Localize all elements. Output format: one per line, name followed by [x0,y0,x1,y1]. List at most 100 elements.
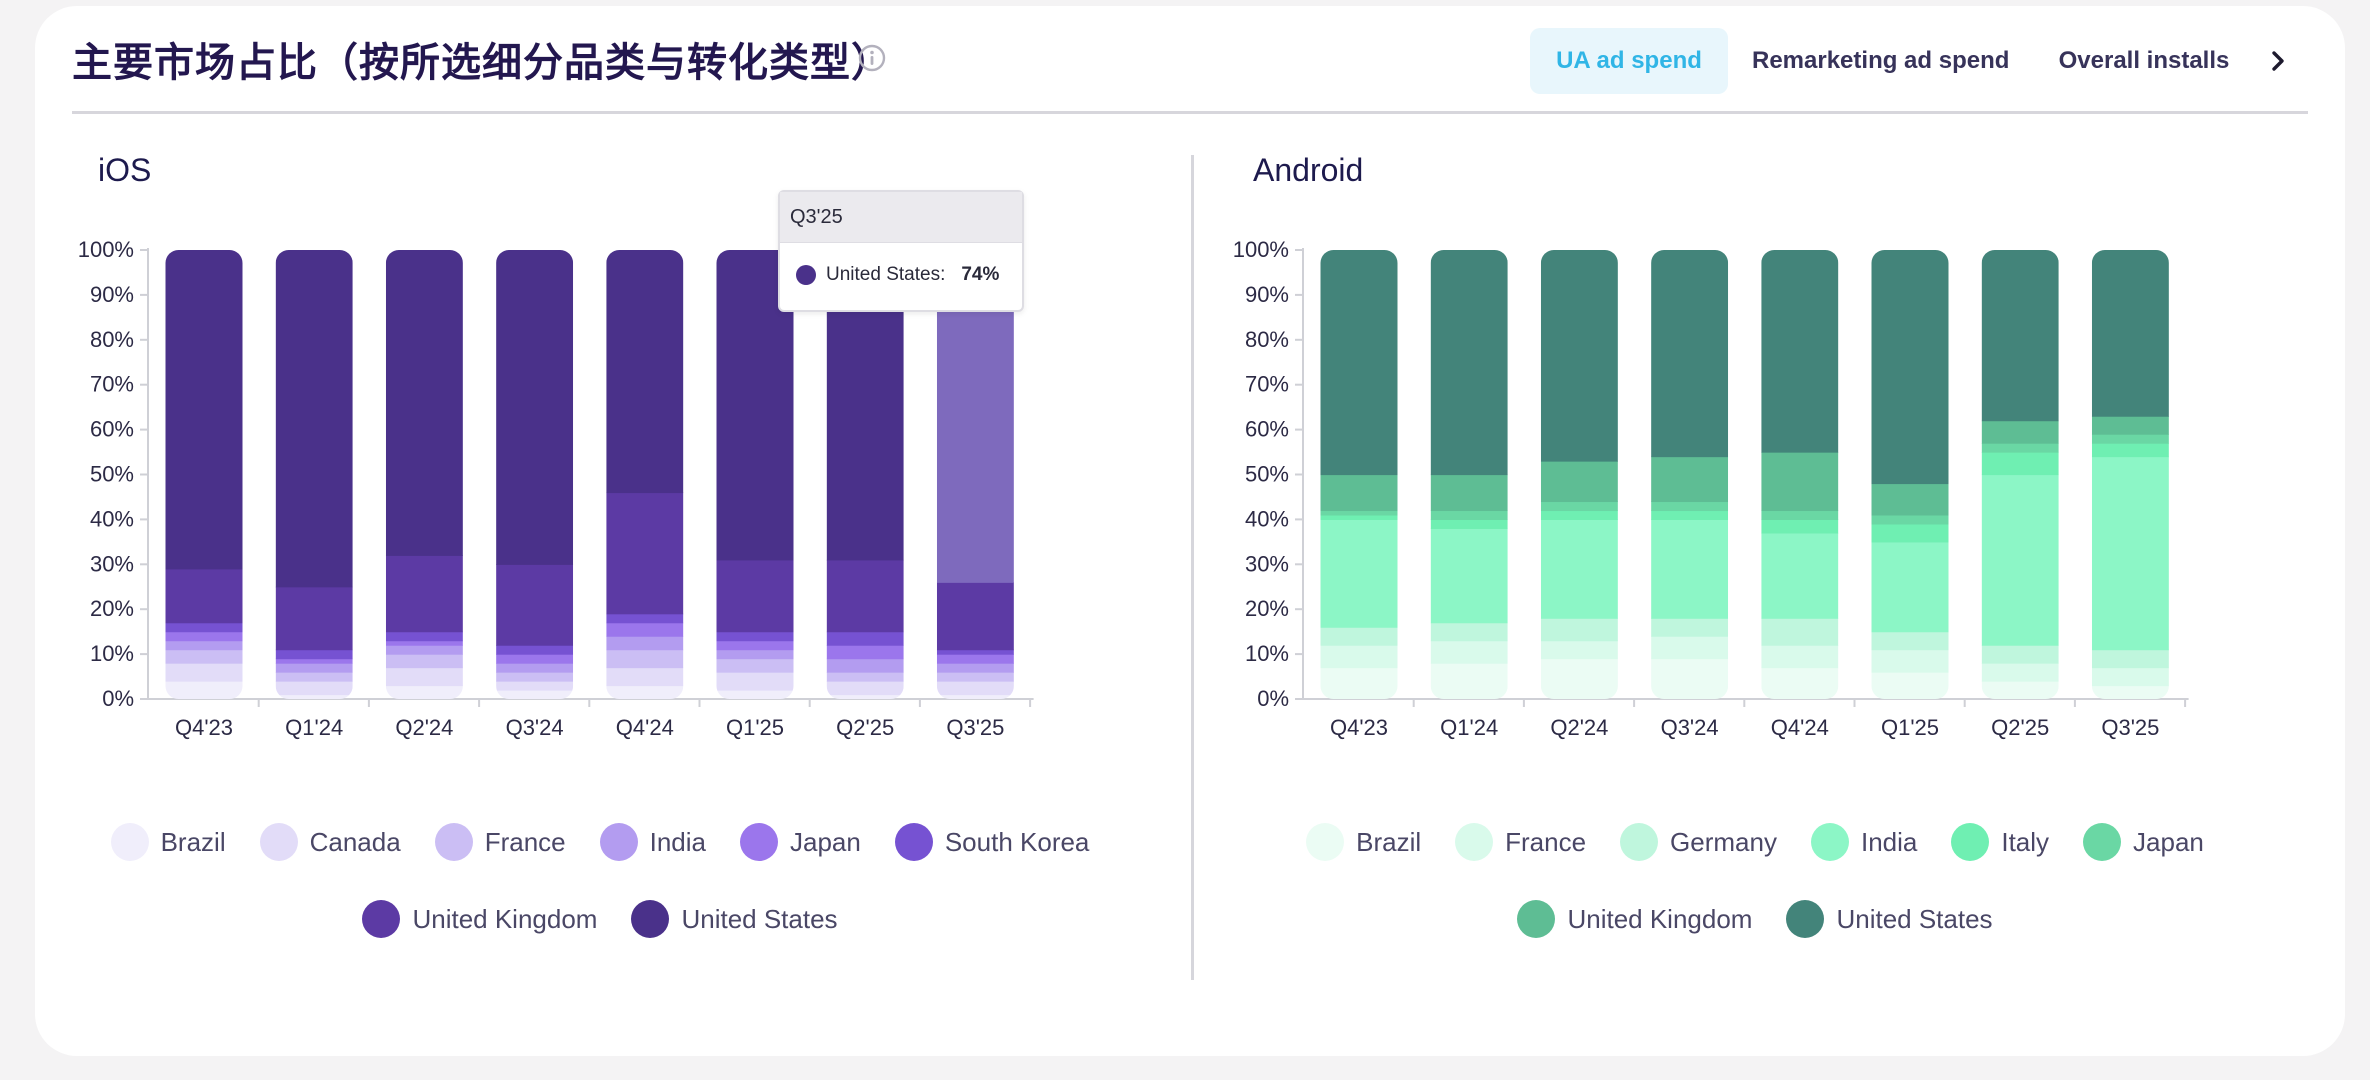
tab-remarketing-ad-spend[interactable]: Remarketing ad spend [1752,47,2010,74]
legend-item-france[interactable]: France [1455,823,1586,861]
legend-item-united-states[interactable]: United States [1786,900,1993,938]
header-divider [72,111,2308,114]
bar-segment-canada [385,667,463,687]
bar-segment-japan [716,640,794,651]
bar-segment-japan [165,631,243,642]
legend-item-italy[interactable]: Italy [1951,823,2049,861]
x-tick-label: Q2'24 [1550,715,1608,740]
bar-segment-united-kingdom [1981,420,2059,444]
bar-stack [275,250,353,699]
legend-swatch [894,823,933,861]
x-tick-label: Q4'24 [616,715,674,740]
bar-segment-japan [826,645,904,660]
legend-item-united-kingdom[interactable]: United Kingdom [1517,900,1752,938]
legend-label: United Kingdom [1567,903,1753,934]
legend-item-france[interactable]: France [434,823,566,861]
panel-divider [1191,155,1194,980]
bar-segment-japan [1981,443,2059,453]
tooltip-period: Q3'25 [780,192,1022,243]
y-tick-label: 100% [1233,237,1289,262]
bar-segment-south-korea [165,622,243,633]
bar-segment-india [385,645,463,655]
bar-segment-brazil [1430,663,1508,699]
bar-segment-united-kingdom [1761,452,1839,512]
bar-stack [936,250,1014,699]
x-tick-label: Q1'24 [285,715,343,740]
x-tick-label: Q4'23 [1330,715,1388,740]
bar-segment-france [1540,640,1618,660]
bar-segment-france [1871,649,1949,673]
legend-item-germany[interactable]: Germany [1620,823,1777,861]
chevron-right-icon[interactable] [2266,46,2292,76]
legend-item-united-kingdom[interactable]: United Kingdom [362,900,597,938]
bar-segment-brazil [1871,672,1949,699]
bar-segment-united-kingdom [716,559,794,633]
tooltip-value: 74% [961,264,1000,285]
legend-swatch [1786,900,1825,938]
bar-segment-france [1320,645,1398,669]
legend-swatch [1517,900,1556,938]
bar-segment-canada [826,681,904,696]
tooltip-body: United States: 74% [780,243,1022,307]
bar-segment-united-kingdom [1871,483,1949,516]
bar-segment-brazil [1320,667,1398,699]
legend-swatch [1951,823,1990,861]
bar-segment-united-states [1320,250,1398,476]
y-tick-label: 50% [1245,462,1289,487]
bar-segment-south-korea [716,631,794,642]
bar-segment-india [716,649,794,660]
tab-overall-installs[interactable]: Overall installs [2058,47,2230,74]
bar-segment-united-kingdom [275,586,353,651]
bar-segment-france [385,654,463,669]
legend-label: India [1860,826,1918,857]
legend-item-india[interactable]: India [1810,823,1918,861]
x-tick-label: Q3'25 [2101,715,2159,740]
info-icon[interactable] [858,44,886,72]
bar-segment-india [1540,519,1618,619]
y-tick-label: 70% [1245,372,1289,397]
legend-swatch [2083,823,2122,861]
bar-segment-united-kingdom [1320,474,1398,512]
legend-label: Canada [309,826,401,857]
bar-segment-france [936,672,1014,682]
bar-segment-united-kingdom [385,555,463,633]
x-tick-label: Q4'24 [1771,715,1829,740]
bar-segment-brazil [1761,667,1839,699]
bar-segment-germany [1651,618,1729,637]
android-stacked-bar-chart: 0% 10% 20% 30% 40% 50% 60% 70% 80% 90% 100% Q4'23 Q1… [1233,237,2189,740]
bar-segment-india [1651,519,1729,619]
legend-label: India [649,826,706,857]
bar-segment-france [165,649,243,664]
bar-segment-canada [936,681,1014,696]
bar-stack [1871,250,1949,699]
bar-segment-india [1981,474,2059,646]
x-tick-label: Q3'25 [946,715,1004,740]
legend-item-brazil[interactable]: Brazil [1306,823,1421,861]
legend-item-canada[interactable]: Canada [259,823,401,861]
y-tick-label: 60% [1245,417,1289,442]
x-tick-label: Q1'25 [726,715,784,740]
y-tick-label: 80% [1245,327,1289,352]
bar-segment-united-states [606,250,684,494]
x-tick-label: Q2'25 [1991,715,2049,740]
legend-item-japan[interactable]: Japan [2083,823,2204,861]
y-tick-label: 60% [90,417,134,442]
bar-stack [1651,250,1729,699]
legend-item-south-korea[interactable]: South Korea [894,823,1089,861]
legend-item-brazil[interactable]: Brazil [110,823,226,861]
bar-segment-united-states [385,250,463,556]
ios-stacked-bar-chart: 0% 10% 20% 30% 40% 50% 60% 70% 80% 90% 100% Q4'23 Q1… [78,237,1034,740]
bar-segment-india [606,636,684,651]
legend-item-united-states[interactable]: United States [631,900,838,938]
bar-stack [496,250,574,699]
legend-item-japan[interactable]: Japan [740,823,861,861]
bar-segment-india [826,658,904,673]
tooltip-series-dot [796,265,816,285]
tab-ua-ad-spend[interactable]: UA ad spend [1530,28,1728,94]
legend-item-india[interactable]: India [599,823,706,861]
bar-segment-united-kingdom [165,568,243,624]
x-tick-label: Q2'24 [395,715,453,740]
y-tick-label: 30% [90,551,134,576]
bar-segment-italy [1540,510,1618,520]
bar-segment-france [606,649,684,669]
